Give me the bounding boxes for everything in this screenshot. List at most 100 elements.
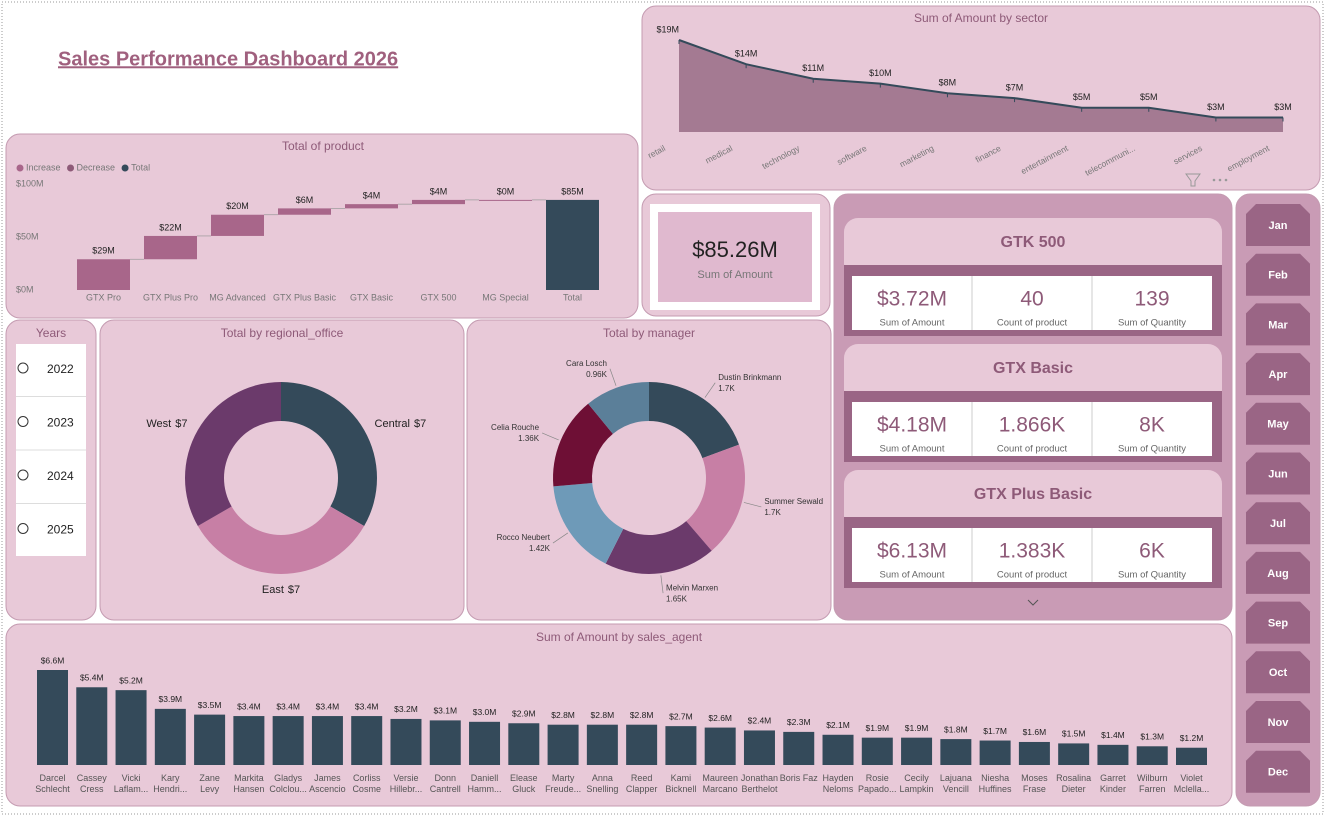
card-header [844,344,1222,404]
slice-value: 0.96K [586,370,608,379]
x-tick-label: Rosie Papado... [858,773,897,794]
x-tick-label: Markita Hansen [233,773,265,794]
value-label: $2.7M [669,711,693,721]
donut-slice [605,521,712,574]
x-tick-label: Kary Hendri... [153,773,188,794]
card-title: GTX Basic [993,360,1073,377]
month-label[interactable]: Mar [1268,319,1288,331]
month-button[interactable] [1246,452,1310,495]
value-label: $1.2M [1180,733,1204,743]
leader-line [660,575,664,594]
card-label: Count of product [997,318,1068,329]
bar [233,716,265,765]
month-label[interactable]: Aug [1267,568,1288,580]
card-value: 1.383K [999,540,1066,563]
value-label: $2.8M [591,710,615,720]
x-tick-label: MG Advanced [209,292,266,302]
month-label[interactable]: Feb [1268,270,1288,282]
slicer-option[interactable]: 2023 [47,416,74,430]
month-label[interactable]: Apr [1269,369,1289,381]
card-value: 40 [1020,288,1043,311]
value-label: $1.9M [905,723,929,733]
slicer-option[interactable]: 2025 [47,523,74,537]
radio[interactable] [17,362,29,374]
value-label: $2.6M [708,713,732,723]
donut-slice [553,482,624,564]
month-label[interactable]: Jun [1268,468,1288,480]
value-label: $3M [1274,102,1292,112]
card-value: $6.13M [877,540,947,563]
value-label: $3M [1207,102,1225,112]
area [679,40,1283,132]
bar [311,716,343,765]
month-button[interactable] [1246,701,1310,743]
leader-line [609,368,617,386]
month-button[interactable] [1246,551,1310,594]
slice-value: 1.7K [764,508,781,517]
month-button[interactable] [1246,303,1310,346]
card-value: 139 [1134,288,1169,311]
kpi-label: Sum of Amount [697,269,772,281]
value-label: $1.9M [865,723,889,733]
month-button[interactable] [1246,502,1310,545]
line [678,39,1283,119]
month-button[interactable] [1246,651,1310,694]
bar [194,714,226,765]
month-label[interactable]: Nov [1268,717,1290,729]
slice-label: Melvin Marxen [666,583,718,592]
slicer-option[interactable]: 2024 [47,469,74,483]
bar [626,724,658,765]
x-tick-label: Versie Hillebr... [389,773,423,794]
chart-title: Total by regional_office [221,326,344,340]
value-label: $3.2M [394,704,418,714]
month-label[interactable]: Sep [1268,618,1288,630]
leader-line [552,532,569,544]
bar [351,716,383,765]
month-label[interactable]: Jan [1269,220,1288,232]
month-button[interactable] [1246,204,1310,246]
card-value: 1.866K [999,414,1066,437]
card-title: GTX Plus Basic [974,486,1092,503]
slice-label: East $7 [262,584,300,596]
bar [665,726,697,765]
card-label: Sum of Quantity [1118,318,1186,329]
month-button[interactable] [1246,601,1310,644]
slice-label: Central $7 [375,418,427,430]
value-label: $5.4M [80,673,104,683]
slice-category: West [146,418,171,430]
month-button[interactable] [1246,253,1310,296]
month-label[interactable]: Dec [1268,767,1288,779]
x-tick-label: Zane Levy [199,773,220,794]
month-button[interactable] [1246,402,1310,445]
value-label: $4M [363,191,381,201]
bar [743,730,775,765]
x-tick-label: Cecily Lampkin [899,773,934,794]
slice-label: Summer Sewald [764,497,823,506]
card-value: $4.18M [877,414,947,437]
donut-slice [686,444,745,551]
card-header [844,218,1222,278]
value-label: $29M [92,246,115,256]
month-button[interactable] [1246,353,1310,396]
value-label: $1.4M [1101,730,1125,740]
slicer-option[interactable]: 2022 [47,362,74,376]
bar [783,731,815,765]
value-label: $2.3M [787,717,811,727]
radio[interactable] [17,523,29,534]
x-tick-label: Boris Faz [779,773,818,783]
slice-label: Cara Losch [566,359,607,368]
month-label[interactable]: Oct [1269,667,1288,679]
slice-label: West $7 [146,418,187,430]
chart-title: Sum of Amount by sales_agent [536,630,703,644]
month-button[interactable] [1246,750,1310,793]
radio[interactable] [17,469,29,481]
card-value: 8K [1139,414,1165,437]
radio[interactable] [17,416,29,427]
bar [1136,746,1168,765]
bar [154,708,186,765]
month-label[interactable]: May [1267,419,1289,431]
month-label[interactable]: Jul [1270,518,1286,530]
card-label: Count of product [997,570,1068,581]
